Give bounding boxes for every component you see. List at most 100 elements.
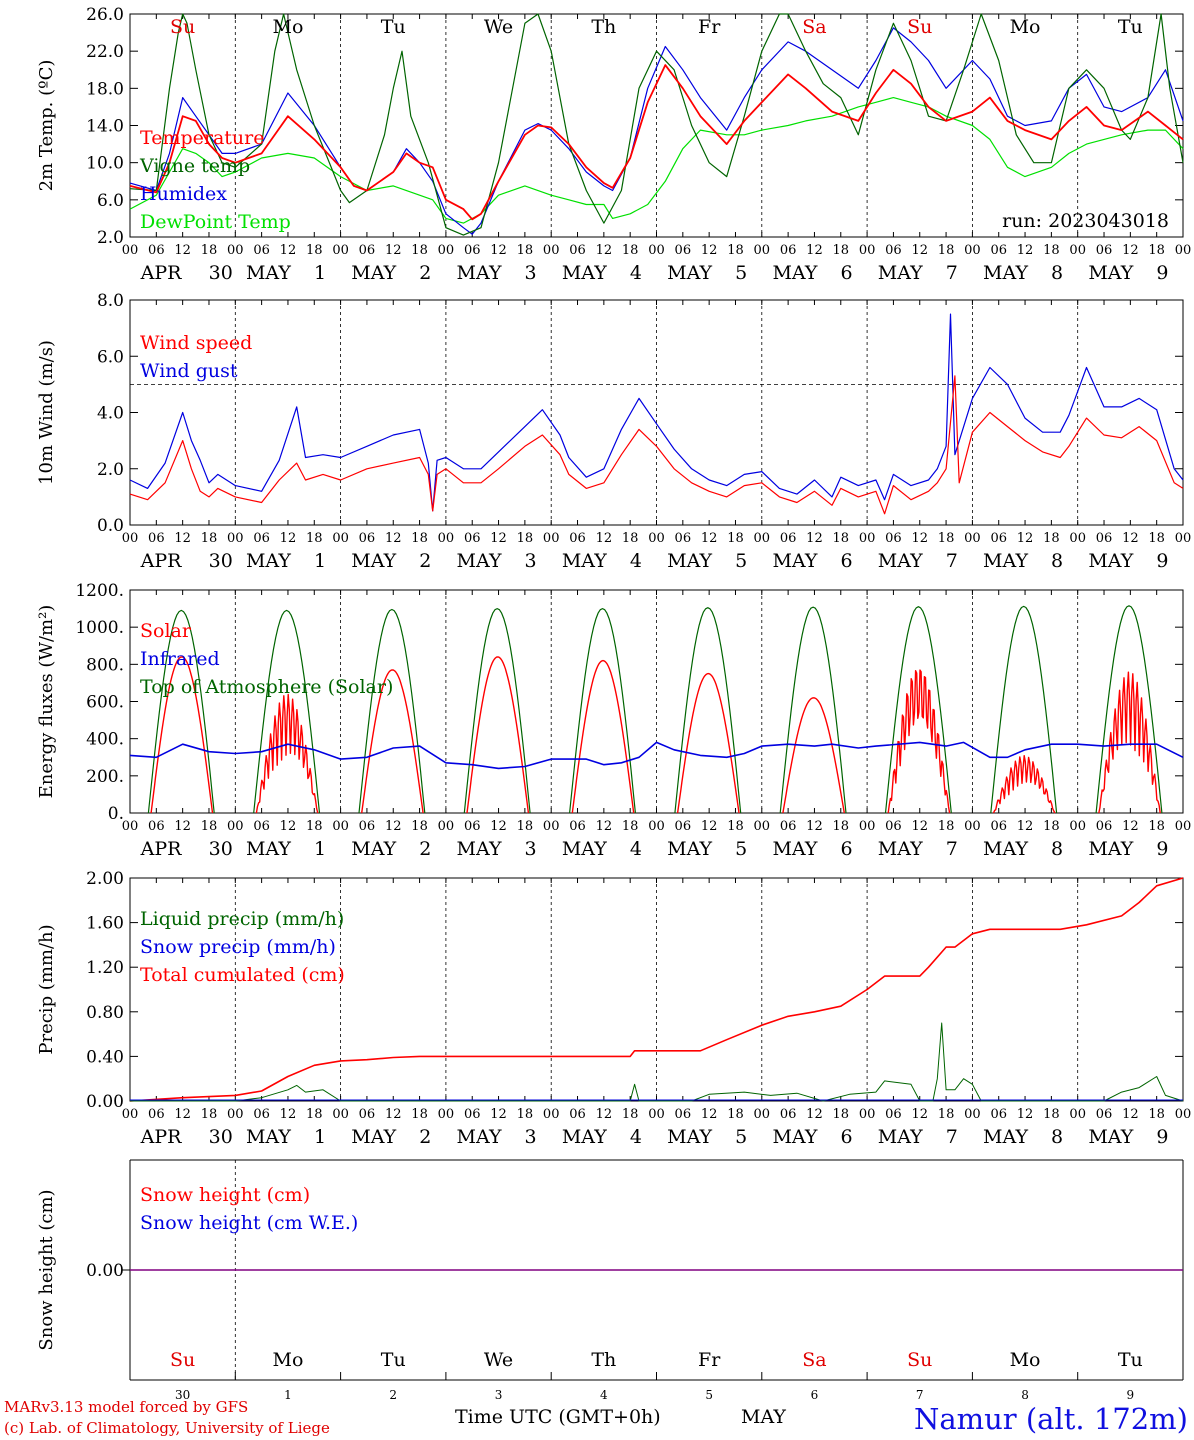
day-label-day: 2 — [419, 1126, 431, 1148]
day-label-day: 30 — [209, 550, 233, 572]
hour-tick-label: 00 — [122, 243, 139, 258]
hour-tick-label: 06 — [780, 243, 797, 258]
hour-tick-label: 12 — [1122, 1107, 1139, 1122]
hour-tick-label: 00 — [543, 1107, 560, 1122]
y-tick-label: 0.00 — [86, 1092, 124, 1112]
hour-tick-label: 18 — [833, 531, 850, 546]
hour-tick-label: 18 — [306, 1107, 323, 1122]
hour-tick-label: 06 — [990, 819, 1007, 834]
day-label-day: 5 — [735, 1126, 747, 1148]
hour-tick-label: 06 — [1096, 243, 1113, 258]
day-label-day: 1 — [314, 550, 326, 572]
hour-tick-label: 12 — [385, 819, 402, 834]
hour-tick-label: 06 — [253, 243, 270, 258]
day-label-day: 6 — [840, 262, 852, 284]
y-tick-label: 6.0 — [97, 191, 124, 211]
hour-tick-label: 12 — [701, 531, 718, 546]
hour-tick-label: 12 — [174, 531, 191, 546]
weekday-label: Mo — [272, 1349, 303, 1371]
time-axis-label: Time UTC (GMT+0h) — [455, 1406, 661, 1428]
hour-tick-label: 00 — [648, 243, 665, 258]
hour-tick-label: 12 — [701, 819, 718, 834]
hour-tick-label: 00 — [859, 531, 876, 546]
y-axis-label: Precip (mm/h) — [36, 924, 57, 1054]
weekday-label: Th — [591, 16, 616, 38]
hour-tick-label: 18 — [622, 531, 639, 546]
y-tick-label: 6.0 — [97, 347, 124, 367]
y-tick-label: 22.0 — [86, 42, 124, 62]
bottom-day-number: 4 — [600, 1388, 608, 1402]
hour-tick-label: 06 — [569, 1107, 586, 1122]
day-label-day: 5 — [735, 550, 747, 572]
hour-tick-label: 06 — [780, 1107, 797, 1122]
hour-tick-label: 00 — [543, 243, 560, 258]
hour-tick-label: 00 — [1175, 531, 1192, 546]
day-label-day: 8 — [1051, 1126, 1063, 1148]
day-label-month: MAY — [878, 1126, 923, 1148]
y-tick-label: 1000. — [75, 618, 124, 638]
hour-tick-label: 06 — [148, 243, 165, 258]
day-label-month: MAY — [351, 262, 396, 284]
y-tick-label: 0.00 — [86, 1261, 124, 1281]
day-label-month: MAY — [1088, 550, 1133, 572]
day-label-day: 7 — [946, 1126, 958, 1148]
month-label: MAY — [741, 1406, 786, 1428]
legend-entry: Wind gust — [140, 360, 238, 382]
hour-tick-label: 12 — [911, 531, 928, 546]
hour-tick-label: 12 — [596, 531, 613, 546]
toa-solar-curve — [253, 609, 321, 814]
legend-entry: Liquid precip (mm/h) — [140, 908, 344, 930]
hour-tick-label: 12 — [490, 243, 507, 258]
hour-tick-label: 06 — [359, 243, 376, 258]
day-label-day: 7 — [946, 838, 958, 860]
bottom-day-number: 30 — [175, 1388, 190, 1402]
hour-tick-label: 00 — [1069, 819, 1086, 834]
day-label-day: 4 — [630, 1126, 642, 1148]
legend-entry: Snow height (cm) — [140, 1184, 310, 1206]
day-label-month: MAY — [983, 838, 1028, 860]
day-label-month: MAY — [457, 838, 502, 860]
hour-tick-label: 00 — [122, 1107, 139, 1122]
hour-tick-label: 12 — [1122, 531, 1139, 546]
y-tick-label: 600. — [86, 693, 124, 713]
day-label-month: APR — [140, 838, 183, 860]
hour-tick-label: 12 — [1017, 1107, 1034, 1122]
day-label-month: MAY — [878, 550, 923, 572]
hour-tick-label: 18 — [517, 531, 534, 546]
hour-tick-label: 18 — [306, 819, 323, 834]
hour-tick-label: 00 — [1175, 819, 1192, 834]
hour-tick-label: 18 — [411, 531, 428, 546]
series-line-wind-gust — [129, 313, 1184, 512]
weekday-label: Fr — [698, 1349, 721, 1371]
hour-tick-label: 18 — [411, 1107, 428, 1122]
legend-entry: Temperature — [140, 127, 264, 149]
y-tick-label: 200. — [86, 767, 124, 787]
y-axis-label: Snow height (cm) — [36, 1189, 57, 1350]
hour-tick-label: 06 — [464, 819, 481, 834]
hour-tick-label: 12 — [174, 243, 191, 258]
y-tick-label: 18.0 — [86, 79, 124, 99]
y-tick-label: 1200. — [75, 581, 124, 601]
solar-curve — [571, 659, 635, 814]
hour-tick-label: 06 — [148, 531, 165, 546]
day-label-month: MAY — [667, 1126, 712, 1148]
series-line-liquid-precip-mm-h- — [130, 1022, 1184, 1102]
day-label-day: 2 — [419, 262, 431, 284]
hour-tick-label: 00 — [859, 1107, 876, 1122]
day-label-day: 7 — [946, 550, 958, 572]
bottom-day-number: 6 — [811, 1388, 819, 1402]
hour-tick-label: 06 — [148, 819, 165, 834]
hour-tick-label: 18 — [201, 243, 218, 258]
hour-tick-label: 00 — [543, 531, 560, 546]
hour-tick-label: 00 — [227, 819, 244, 834]
series-line-temperature — [129, 64, 1184, 221]
toa-solar-curve — [1095, 605, 1163, 814]
hour-tick-label: 00 — [122, 819, 139, 834]
hour-tick-label: 18 — [1043, 1107, 1060, 1122]
legend-entry: Top of Atmosphere (Solar) — [140, 676, 393, 698]
hour-tick-label: 00 — [648, 819, 665, 834]
hour-tick-label: 06 — [675, 531, 692, 546]
day-label-month: MAY — [351, 838, 396, 860]
hour-tick-label: 12 — [806, 531, 823, 546]
hour-tick-label: 18 — [727, 531, 744, 546]
